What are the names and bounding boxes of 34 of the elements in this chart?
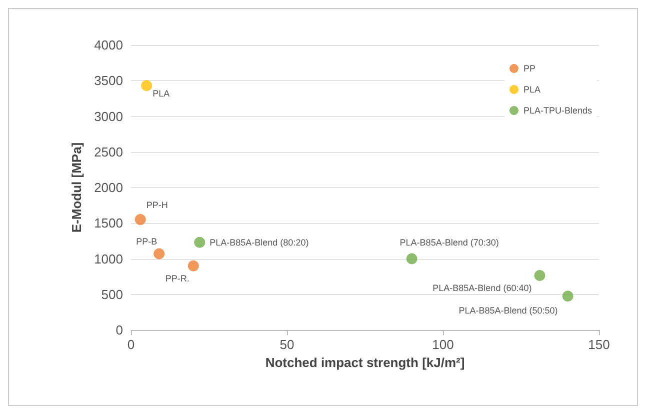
annotation: PLA-B85A-Blend (60:40) [432, 282, 532, 293]
y-tick-label: 3500 [94, 73, 123, 88]
y-tick-label: 2500 [94, 144, 123, 160]
x-axis-title: Notched impact strength [kJ/m²] [265, 355, 465, 370]
point [154, 248, 165, 260]
y-tick-label: 1500 [94, 216, 123, 231]
y-tick-label: 500 [101, 286, 123, 302]
legend-label: PLA [523, 84, 540, 94]
annotation: PLA-B85A-Blend (50:50) [458, 306, 558, 316]
annotation: PP-B [136, 236, 158, 246]
x-tick-label: 0 [127, 337, 135, 352]
annotation: PP-R. [165, 273, 190, 284]
y-tick-label: 2000 [94, 180, 123, 195]
point [141, 80, 152, 92]
point [406, 253, 418, 264]
y-tick-label: 3000 [94, 108, 123, 124]
annotation: PLA-B85A-Blend (80:20) [210, 237, 309, 248]
point [562, 290, 574, 302]
point [534, 270, 546, 281]
annotation: PP-H [146, 200, 168, 210]
x-tick-label: 150 [588, 337, 610, 352]
point [188, 260, 199, 272]
point [134, 214, 146, 226]
legend-label: PLA-TPU-Blends [523, 106, 592, 116]
point [194, 236, 206, 248]
y-tick-label: 4000 [94, 38, 123, 52]
y-axis-title: E-Modul [MPa] [69, 142, 84, 233]
x-tick-label: 100 [432, 337, 454, 352]
annotation: PLA-B85A-Blend (70:30) [400, 237, 499, 248]
y-tick-label: 0 [116, 322, 123, 338]
annotation: PLA [152, 88, 170, 99]
y-tick-label: 1000 [94, 251, 123, 266]
legend-label: PP [523, 64, 536, 74]
x-tick-label: 50 [280, 337, 294, 352]
